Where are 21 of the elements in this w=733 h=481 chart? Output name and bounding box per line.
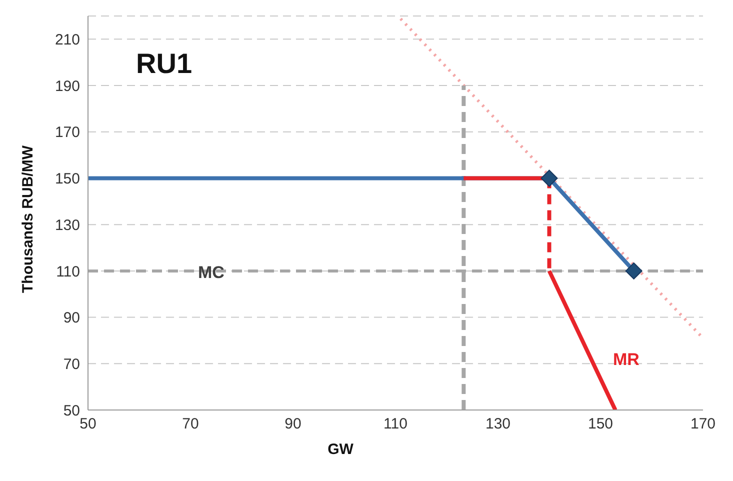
y-axis-title: Thousands RUB/MW: [19, 144, 36, 293]
text: RU1: [136, 48, 192, 80]
y-tick-label: 130: [54, 216, 80, 234]
y-tick-label: 150: [54, 170, 80, 188]
y-tick-label: 110: [56, 263, 80, 280]
y-tick-label: 170: [54, 124, 80, 142]
x-tick-label: 90: [284, 416, 302, 433]
y-tick-label: 50: [63, 402, 80, 420]
x-tick-label: 130: [485, 416, 511, 433]
y-tick-label: 90: [63, 310, 80, 327]
y-tick-label: 210: [54, 32, 80, 48]
x-tick-label: 110: [384, 416, 408, 433]
annotation: MR: [613, 350, 640, 370]
x-tick-label: 170: [690, 416, 716, 433]
annotation: MC: [198, 263, 224, 283]
y-tick-label: 190: [54, 78, 80, 95]
x-tick-label: 50: [80, 416, 96, 433]
x-tick-label: 150: [588, 416, 614, 433]
y-tick-label: 70: [63, 356, 80, 373]
x-tick-label: 70: [182, 416, 199, 433]
x-axis-title: GW: [328, 441, 354, 458]
